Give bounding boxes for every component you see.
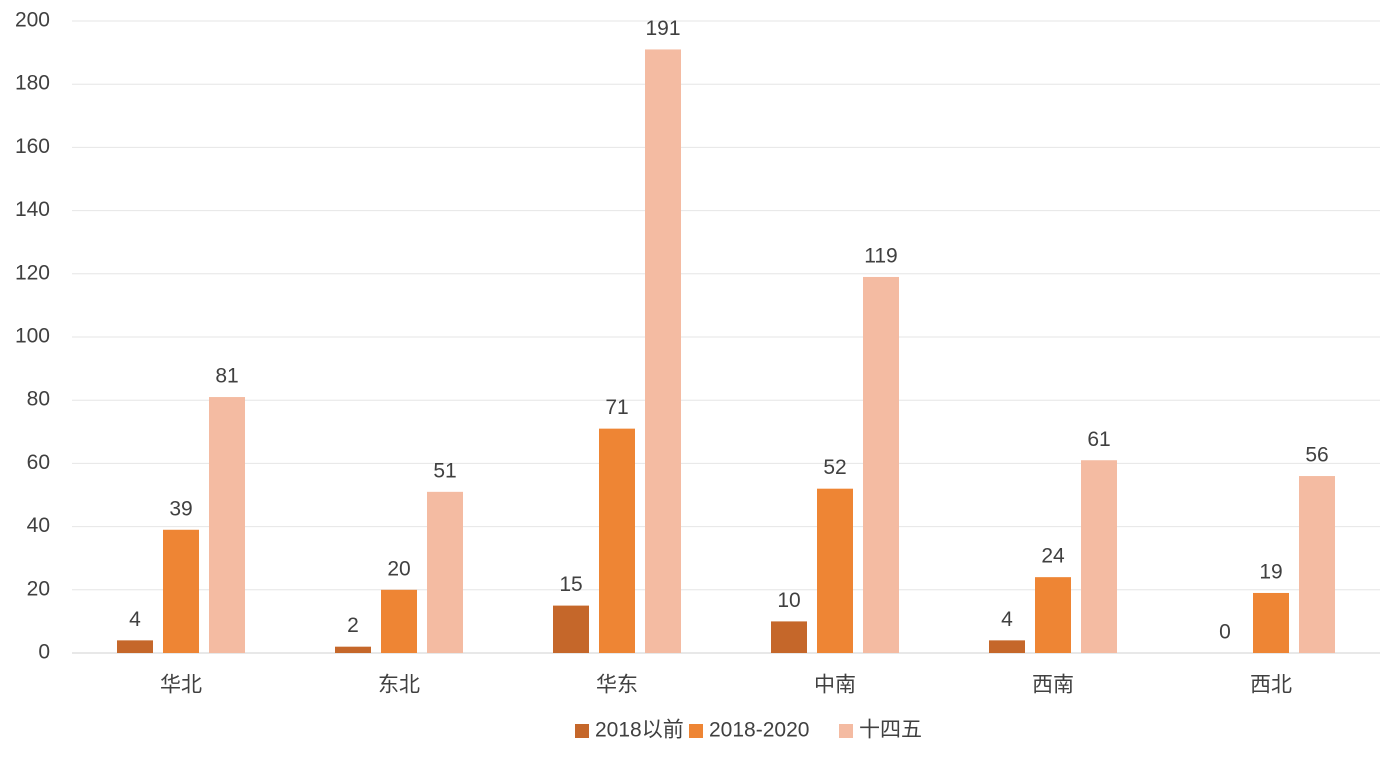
data-label: 52 [823,456,846,479]
y-tick-label: 140 [15,198,50,221]
data-label: 20 [387,557,410,580]
x-tick-label: 东北 [378,674,420,697]
y-tick-label: 20 [27,577,50,600]
data-label: 24 [1041,545,1065,568]
y-tick-label: 100 [15,325,50,348]
data-label: 119 [864,245,897,268]
bar [1035,577,1071,653]
bar [1081,460,1117,653]
bar [817,488,853,653]
x-tick-label: 华东 [596,674,638,697]
y-tick-label: 200 [15,9,50,32]
y-tick-label: 60 [27,451,50,474]
bar [863,276,899,653]
legend-swatch [575,724,589,738]
data-label: 51 [433,459,456,482]
data-label: 15 [559,573,582,596]
bar [427,491,463,653]
bar [335,646,371,653]
bar [553,605,589,653]
y-tick-label: 180 [15,72,50,95]
y-tick-label: 0 [38,641,50,664]
data-label: 81 [215,365,238,388]
legend-label: 2018以前 [595,719,684,742]
data-label: 61 [1087,428,1110,451]
bar [117,640,153,653]
data-label: 10 [777,589,800,612]
bar [599,428,635,653]
y-tick-label: 160 [15,135,50,158]
legend-label: 十四五 [859,719,922,742]
bar [163,529,199,653]
data-label: 4 [129,608,141,631]
legend-label: 2018-2020 [709,719,809,742]
data-label: 4 [1001,608,1013,631]
bar [1299,476,1335,653]
data-label: 19 [1259,561,1282,584]
data-label: 71 [605,396,628,419]
data-label: 0 [1219,621,1231,644]
y-tick-label: 120 [15,261,50,284]
x-tick-label: 西北 [1250,674,1292,697]
bar [989,640,1025,653]
legend-swatch [689,724,703,738]
bar [381,589,417,653]
x-tick-label: 中南 [814,674,856,697]
y-tick-label: 80 [27,388,50,411]
bar [209,397,245,653]
x-tick-label: 华北 [160,674,202,697]
x-tick-label: 西南 [1032,674,1074,697]
data-label: 39 [169,497,192,520]
data-label: 2 [347,614,359,637]
bar [1253,592,1289,653]
bar [645,49,681,653]
data-label: 191 [645,17,680,40]
legend-swatch [839,724,853,738]
bar [771,621,807,653]
data-label: 56 [1305,444,1328,467]
y-tick-label: 40 [27,514,50,537]
